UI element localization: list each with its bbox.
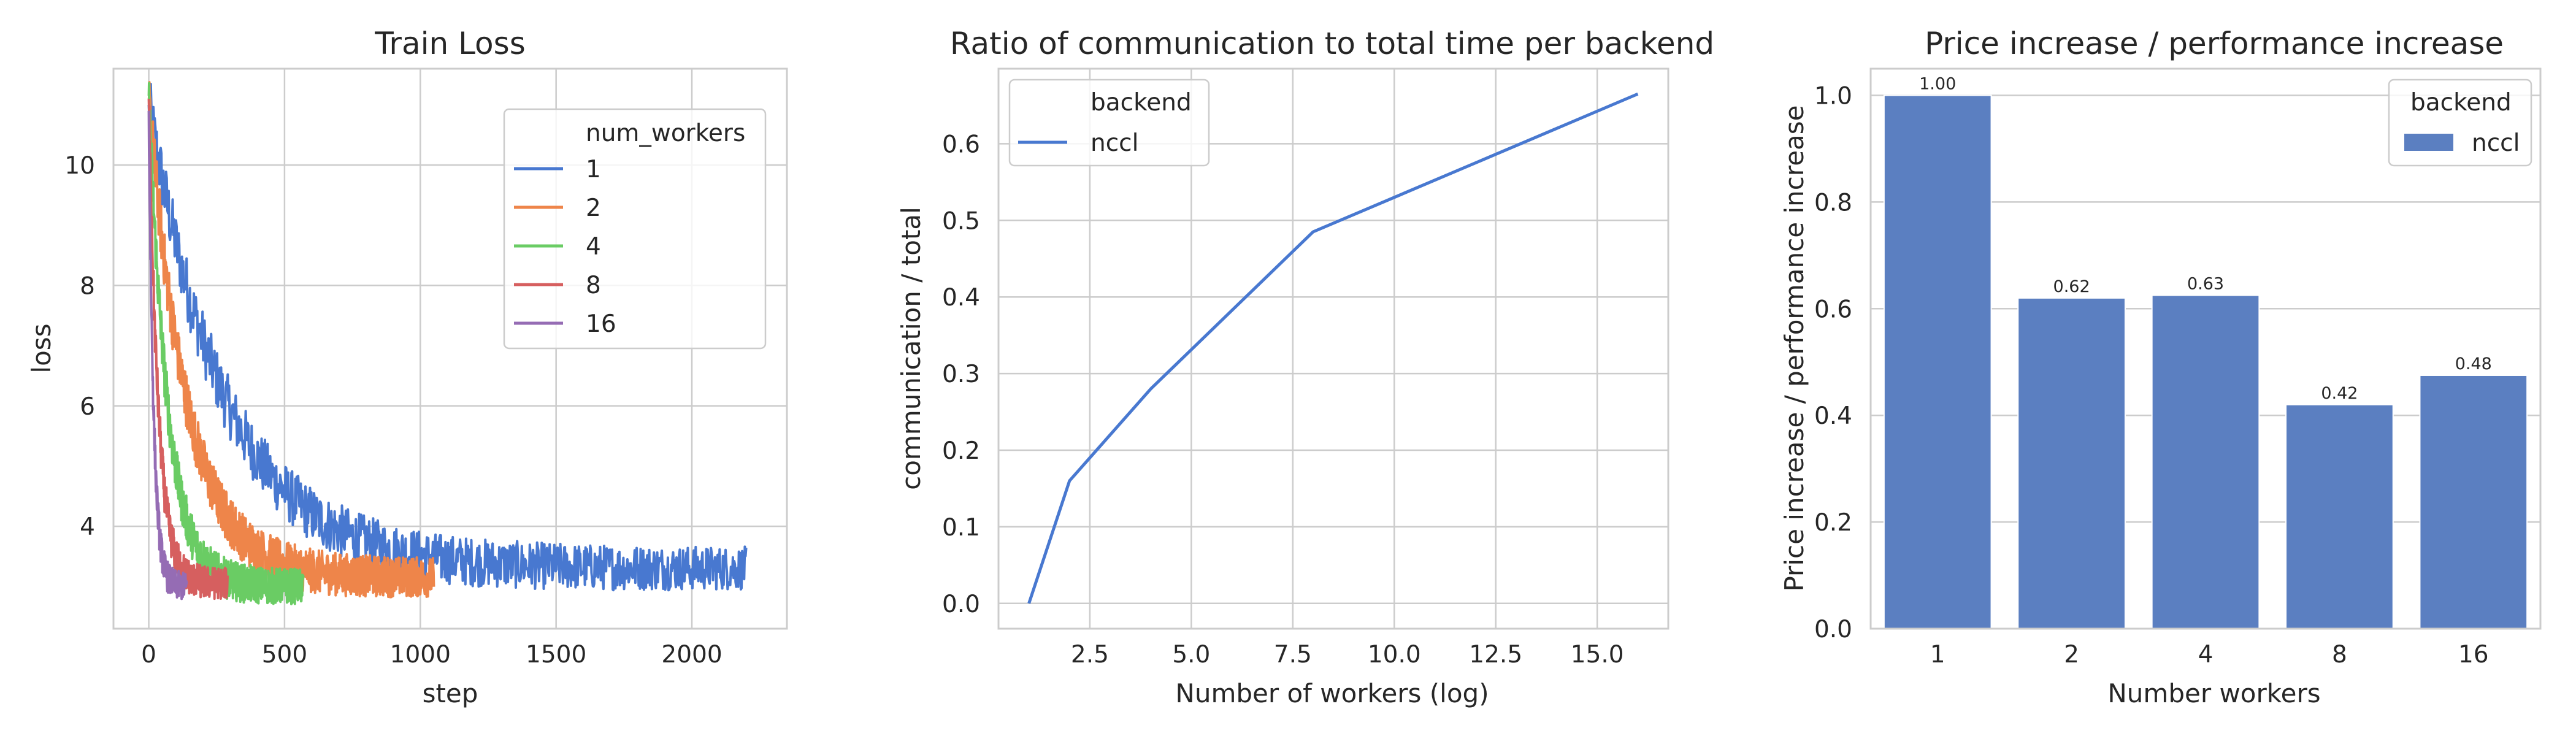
train-loss-legend: num_workers 1 2 4 8 16 xyxy=(503,108,767,350)
train-loss-series-4 xyxy=(147,82,305,605)
ratio-legend-box xyxy=(1008,79,1210,167)
price-performance-xtick: 8 xyxy=(2332,641,2347,669)
price-performance-ytick: 0.2 xyxy=(1814,509,1852,537)
price-performance-bar-label-4: 0.63 xyxy=(2187,275,2224,294)
price-performance-xtick: 2 xyxy=(2064,641,2079,669)
train-loss-xtick: 500 xyxy=(262,641,307,669)
train-loss-xlabel: step xyxy=(423,678,478,708)
price-performance-bar-label-1: 1.00 xyxy=(1919,74,1956,93)
price-performance-bars: 1.00 0.62 0.63 0.42 0.48 xyxy=(1883,74,2528,629)
train-loss-ylabel: loss xyxy=(26,323,56,373)
price-performance-xtick: 16 xyxy=(2458,641,2489,669)
price-performance-title: Price increase / performance increase xyxy=(1925,26,2504,61)
ratio-ytick: 0.5 xyxy=(942,207,980,235)
ratio-legend-items: nccl xyxy=(1018,129,1138,157)
train-loss-series-2 xyxy=(147,81,435,599)
price-performance-xtick: 1 xyxy=(1930,641,1945,669)
ratio-xtick: 2.5 xyxy=(1071,641,1109,669)
price-performance-ytick: 0.0 xyxy=(1814,616,1852,643)
train-loss-legend-label-4: 4 xyxy=(586,233,601,261)
price-performance-ytick: 0.6 xyxy=(1814,296,1852,323)
train-loss-legend-box xyxy=(503,108,767,350)
price-performance-chart: 1.00 0.62 0.63 0.42 0.48 0.0 0.2 0.4 0.6 0.8 1.0 1… xyxy=(1779,26,2542,708)
train-loss-xtick: 1000 xyxy=(390,641,451,669)
train-loss-lines xyxy=(147,81,748,605)
ratio-grid xyxy=(999,69,1668,629)
price-performance-bar-4 xyxy=(2151,294,2260,629)
train-loss-legend-label-1: 1 xyxy=(586,156,601,183)
train-loss-xtick: 0 xyxy=(141,641,156,669)
ratio-ytick: 0.2 xyxy=(942,437,980,465)
train-loss-series-16 xyxy=(147,110,188,600)
ratio-ytick: 0.4 xyxy=(942,284,980,312)
price-performance-ticks: 0.0 0.2 0.4 0.6 0.8 1.0 1 2 4 8 16 xyxy=(1814,82,2489,669)
train-loss-series-1 xyxy=(147,83,748,592)
ratio-ytick: 0.0 xyxy=(942,591,980,618)
train-loss-title: Train Loss xyxy=(374,26,526,61)
ratio-series-nccl xyxy=(1027,92,1639,604)
ratio-xtick: 5.0 xyxy=(1172,641,1210,669)
ratio-ytick: 0.1 xyxy=(942,514,980,542)
ratio-legend-label-nccl: nccl xyxy=(1091,129,1138,157)
price-performance-ytick: 0.4 xyxy=(1814,402,1852,430)
ratio-ticks: 2.5 5.0 7.5 10.0 12.5 15.0 0.0 0.1 0.2 0.3 0.4 0.5 0… xyxy=(942,131,1624,669)
ratio-frame xyxy=(997,67,1669,630)
price-performance-frame xyxy=(1869,67,2542,630)
train-loss-ytick: 6 xyxy=(80,393,95,421)
price-performance-bar-2 xyxy=(2017,297,2126,629)
ratio-xtick: 15.0 xyxy=(1571,641,1624,669)
ratio-xtick: 7.5 xyxy=(1274,641,1312,669)
price-performance-ytick: 0.8 xyxy=(1814,189,1852,217)
ratio-ytick: 0.6 xyxy=(942,131,980,158)
train-loss-ytick: 8 xyxy=(80,272,95,300)
train-loss-xtick: 2000 xyxy=(661,641,722,669)
train-loss-frame xyxy=(112,67,788,630)
price-performance-ylabel: Price increase / performance increase xyxy=(1779,105,1809,591)
price-performance-legend-title: backend xyxy=(2410,89,2512,117)
train-loss-legend-title: num_workers xyxy=(586,120,745,147)
price-performance-xlabel: Number workers xyxy=(2107,678,2320,708)
ratio-chart: 2.5 5.0 7.5 10.0 12.5 15.0 0.0 0.1 0.2 0.3 0.4 0.5 0… xyxy=(896,26,1714,708)
price-performance-legend: backend nccl xyxy=(2388,79,2532,167)
ratio-title: Ratio of communication to total time per… xyxy=(950,26,1714,61)
price-performance-xtick: 4 xyxy=(2198,641,2214,669)
price-performance-legend-label-nccl: nccl xyxy=(2472,129,2520,157)
train-loss-ytick: 4 xyxy=(80,513,95,541)
price-performance-bar-8 xyxy=(2285,404,2394,629)
train-loss-legend-label-2: 2 xyxy=(586,194,601,222)
train-loss-chart: 0 500 1000 1500 2000 4 6 8 10 Train Loss step lo… xyxy=(26,26,788,708)
ratio-ytick: 0.3 xyxy=(942,361,980,388)
ratio-xlabel: Number of workers (log) xyxy=(1175,678,1489,708)
price-performance-bar-1 xyxy=(1883,94,1992,629)
price-performance-ytick: 1.0 xyxy=(1814,82,1852,110)
train-loss-legend-items: 1 2 4 8 16 xyxy=(514,156,616,338)
price-performance-legend-items: nccl xyxy=(2404,129,2520,157)
ratio-legend: backend nccl xyxy=(1008,79,1210,167)
price-performance-bar-16 xyxy=(2419,374,2528,629)
price-performance-legend-swatch-nccl xyxy=(2404,134,2453,151)
ratio-ylabel: communication / total xyxy=(896,207,926,490)
price-performance-bar-label-2: 0.62 xyxy=(2053,277,2090,296)
ratio-xtick: 10.0 xyxy=(1368,641,1421,669)
ratio-legend-title: backend xyxy=(1091,89,1192,117)
train-loss-ytick: 10 xyxy=(64,152,95,180)
train-loss-ticks: 0 500 1000 1500 2000 4 6 8 10 xyxy=(64,152,722,669)
price-performance-bar-label-8: 0.42 xyxy=(2321,384,2358,403)
train-loss-legend-label-8: 8 xyxy=(586,272,601,299)
ratio-lines xyxy=(1027,92,1639,604)
ratio-xtick: 12.5 xyxy=(1469,641,1522,669)
train-loss-xtick: 1500 xyxy=(526,641,586,669)
train-loss-series-8 xyxy=(147,99,229,600)
price-performance-bar-label-16: 0.48 xyxy=(2455,355,2492,374)
train-loss-legend-label-16: 16 xyxy=(586,310,616,338)
